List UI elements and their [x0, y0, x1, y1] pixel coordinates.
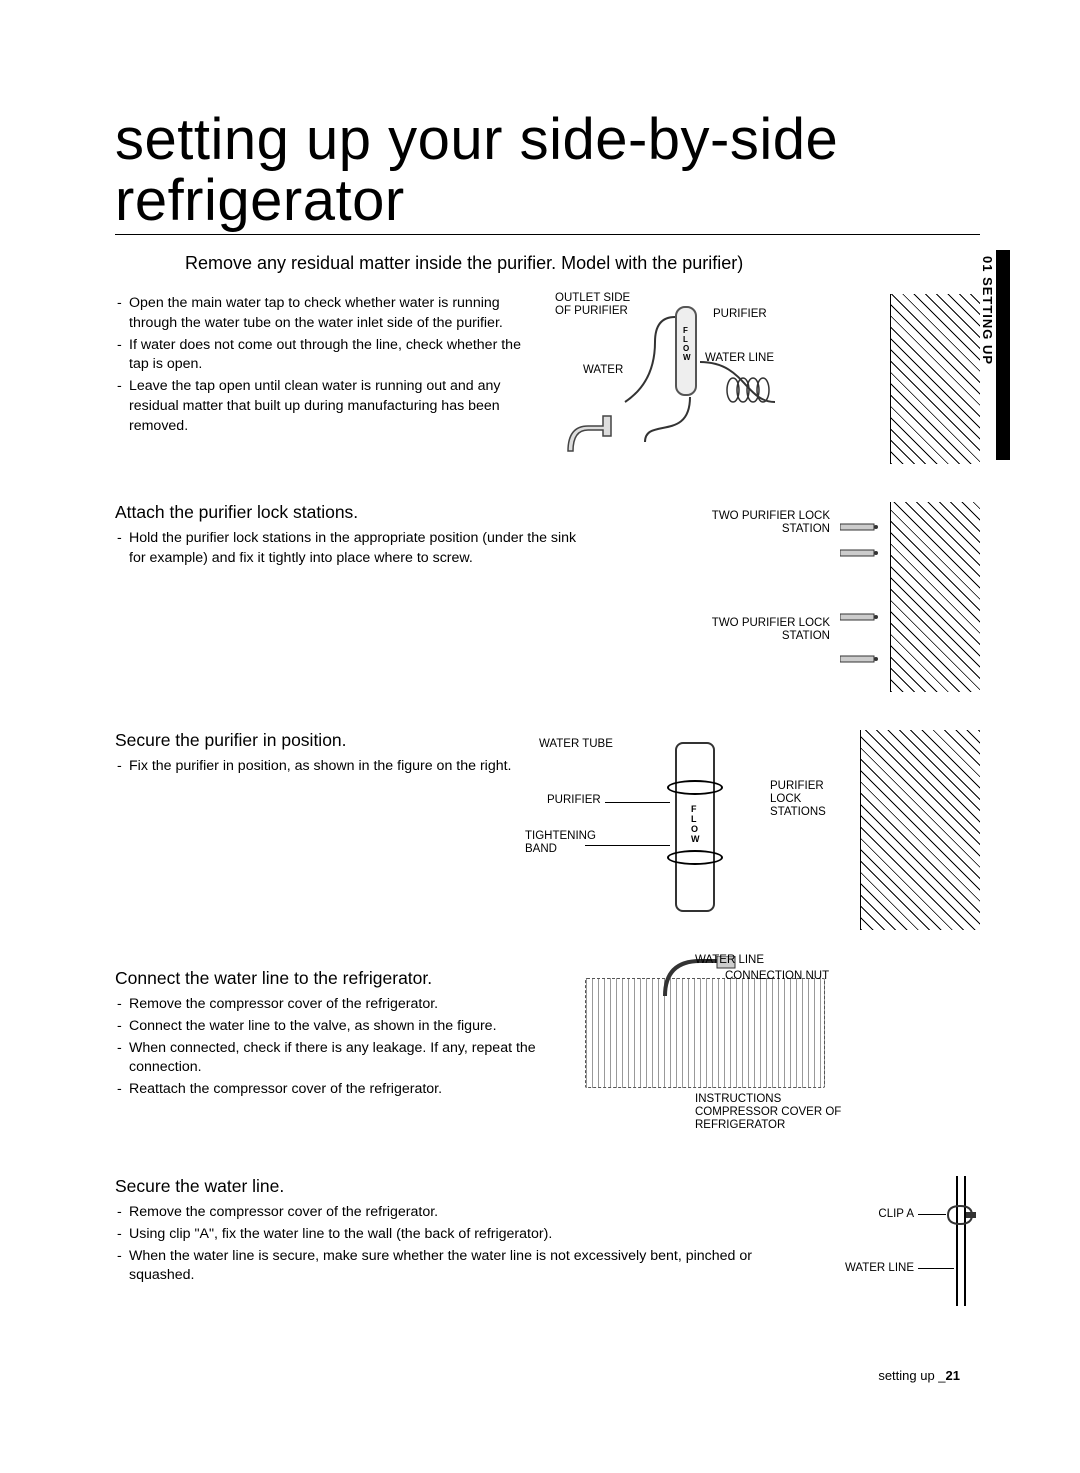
list-item: Fix the purifier in position, as shown i… — [115, 757, 527, 777]
label-lock-stations: PURIFIER LOCK STATIONS — [770, 780, 826, 820]
section-tab: 01 SETTING UP — [980, 250, 1010, 460]
clip-a-icon — [946, 1204, 976, 1226]
label-water-line: WATER LINE — [705, 352, 774, 365]
intro-text: Remove any residual matter inside the pu… — [185, 253, 980, 274]
lock-station-icon — [840, 610, 880, 624]
list-item: When connected, check if there is any le… — [115, 1039, 547, 1079]
tightening-band-icon — [667, 850, 723, 865]
list-item: If water does not come out through the l… — [115, 336, 527, 376]
label-water-tube: WATER TUBE — [539, 738, 613, 751]
list-item: Remove the compressor cover of the refri… — [115, 995, 547, 1015]
label-purifier: PURIFIER — [713, 308, 767, 321]
list-item: Leave the tap open until clean water is … — [115, 377, 527, 437]
label-water-line: WATER LINE — [695, 954, 764, 967]
list-item: Open the main water tap to check whether… — [115, 294, 527, 334]
tightening-band-icon — [667, 780, 723, 795]
label-water: WATER — [583, 364, 623, 377]
lock-station-icon — [840, 520, 880, 534]
footer-prefix: setting up _ — [878, 1368, 945, 1383]
section4-heading: Connect the water line to the refrigerat… — [115, 968, 547, 989]
page-footer: setting up _21 — [878, 1368, 960, 1383]
list-item: Connect the water line to the valve, as … — [115, 1017, 547, 1037]
figure-purifier-tap: OUTLET SIDE OF PURIFIER PURIFIER WATER L… — [545, 294, 980, 464]
page-title: setting up your side-by-side refrigerato… — [115, 110, 980, 235]
label-water-line: WATER LINE — [845, 1262, 914, 1275]
figure-clip-a: CLIP A WATER LINE — [775, 1176, 980, 1306]
footer-page-number: 21 — [946, 1368, 960, 1383]
section-tab-label: 01 SETTING UP — [980, 256, 995, 365]
label-outlet: OUTLET SIDE OF PURIFIER — [555, 292, 630, 318]
label-connection-nut: CONNECTION NUT — [725, 970, 829, 983]
label-tightening-band: TIGHTENING BAND — [525, 830, 596, 856]
list-item: Using clip "A", fix the water line to th… — [115, 1225, 757, 1245]
figure-secure-purifier: WATER TUBE PURIFIER TIGHTENING BAND PURI… — [545, 730, 980, 930]
list-item: Reattach the compressor cover of the ref… — [115, 1080, 547, 1100]
lock-station-icon — [840, 652, 880, 666]
section-secure-purifier: Secure the purifier in position. Fix the… — [115, 730, 980, 930]
label-purifier: PURIFIER — [547, 794, 601, 807]
label-clip-a: CLIP A — [878, 1208, 914, 1221]
section2-heading: Attach the purifier lock stations. — [115, 502, 577, 523]
water-line-pipe-icon — [956, 1176, 966, 1306]
section-connect-water: Connect the water line to the refrigerat… — [115, 968, 980, 1138]
list-item: Remove the compressor cover of the refri… — [115, 1203, 757, 1223]
section-secure-water-line: Secure the water line. Remove the compre… — [115, 1176, 980, 1306]
figure-compressor: WATER LINE CONNECTION NUT INSTRUCTIONS C… — [565, 968, 980, 1138]
title-line-1: setting up your side-by-side — [115, 107, 838, 172]
label-compressor-cover: INSTRUCTIONS COMPRESSOR COVER OF REFRIGE… — [695, 1093, 841, 1133]
section3-heading: Secure the purifier in position. — [115, 730, 527, 751]
title-line-2: refrigerator — [115, 168, 405, 233]
figure-lock-stations: TWO PURIFIER LOCK STATION TWO PURIFIER L… — [595, 502, 980, 692]
label-lock-top: TWO PURIFIER LOCK STATION — [712, 510, 830, 536]
purifier-icon — [675, 742, 715, 912]
list-item: When the water line is secure, make sure… — [115, 1247, 757, 1287]
section-remove-residual: Open the main water tap to check whether… — [115, 294, 980, 464]
lock-station-icon — [840, 546, 880, 560]
section1-body: Open the main water tap to check whether… — [115, 294, 527, 437]
list-item: Hold the purifier lock stations in the a… — [115, 529, 577, 569]
label-lock-bottom: TWO PURIFIER LOCK STATION — [712, 617, 830, 643]
section-attach-lock: Attach the purifier lock stations. Hold … — [115, 502, 980, 692]
section5-heading: Secure the water line. — [115, 1176, 757, 1197]
